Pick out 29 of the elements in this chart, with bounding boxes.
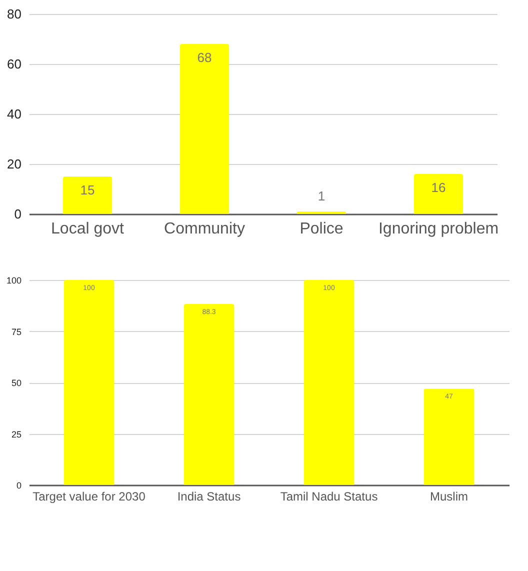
bar bbox=[184, 304, 234, 485]
x-tick-label: Muslim bbox=[430, 490, 468, 504]
y-tick-label: 40 bbox=[7, 106, 22, 122]
y-tick-label: 25 bbox=[11, 429, 22, 440]
x-tick-label: Ignoring problem bbox=[378, 220, 499, 238]
bar bbox=[62, 176, 112, 214]
data-label: 68 bbox=[197, 50, 212, 65]
bar bbox=[64, 280, 114, 485]
bar bbox=[304, 280, 354, 485]
y-tick-label: 80 bbox=[7, 6, 22, 22]
x-tick-label: Police bbox=[300, 220, 344, 238]
x-tick-label: Tamil Nadu Status bbox=[280, 490, 378, 504]
data-label: 16 bbox=[431, 180, 446, 195]
data-label: 15 bbox=[80, 182, 95, 198]
bar bbox=[424, 388, 474, 485]
data-label: 1 bbox=[318, 188, 326, 204]
x-tick-label: India Status bbox=[177, 490, 241, 504]
y-tick-label: 75 bbox=[11, 326, 22, 337]
y-tick-label: 100 bbox=[6, 276, 22, 286]
y-tick-label: 0 bbox=[16, 480, 22, 490]
x-tick-label: Community bbox=[164, 220, 245, 238]
x-tick-label: Local govt bbox=[51, 220, 125, 238]
y-tick-label: 60 bbox=[7, 56, 22, 72]
y-tick-label: 20 bbox=[7, 156, 22, 172]
y-tick-label: 0 bbox=[14, 206, 22, 222]
x-tick-label: Target value for 2030 bbox=[32, 490, 146, 504]
bar bbox=[180, 44, 230, 214]
bar bbox=[414, 174, 464, 214]
y-tick-label: 50 bbox=[11, 378, 22, 388]
